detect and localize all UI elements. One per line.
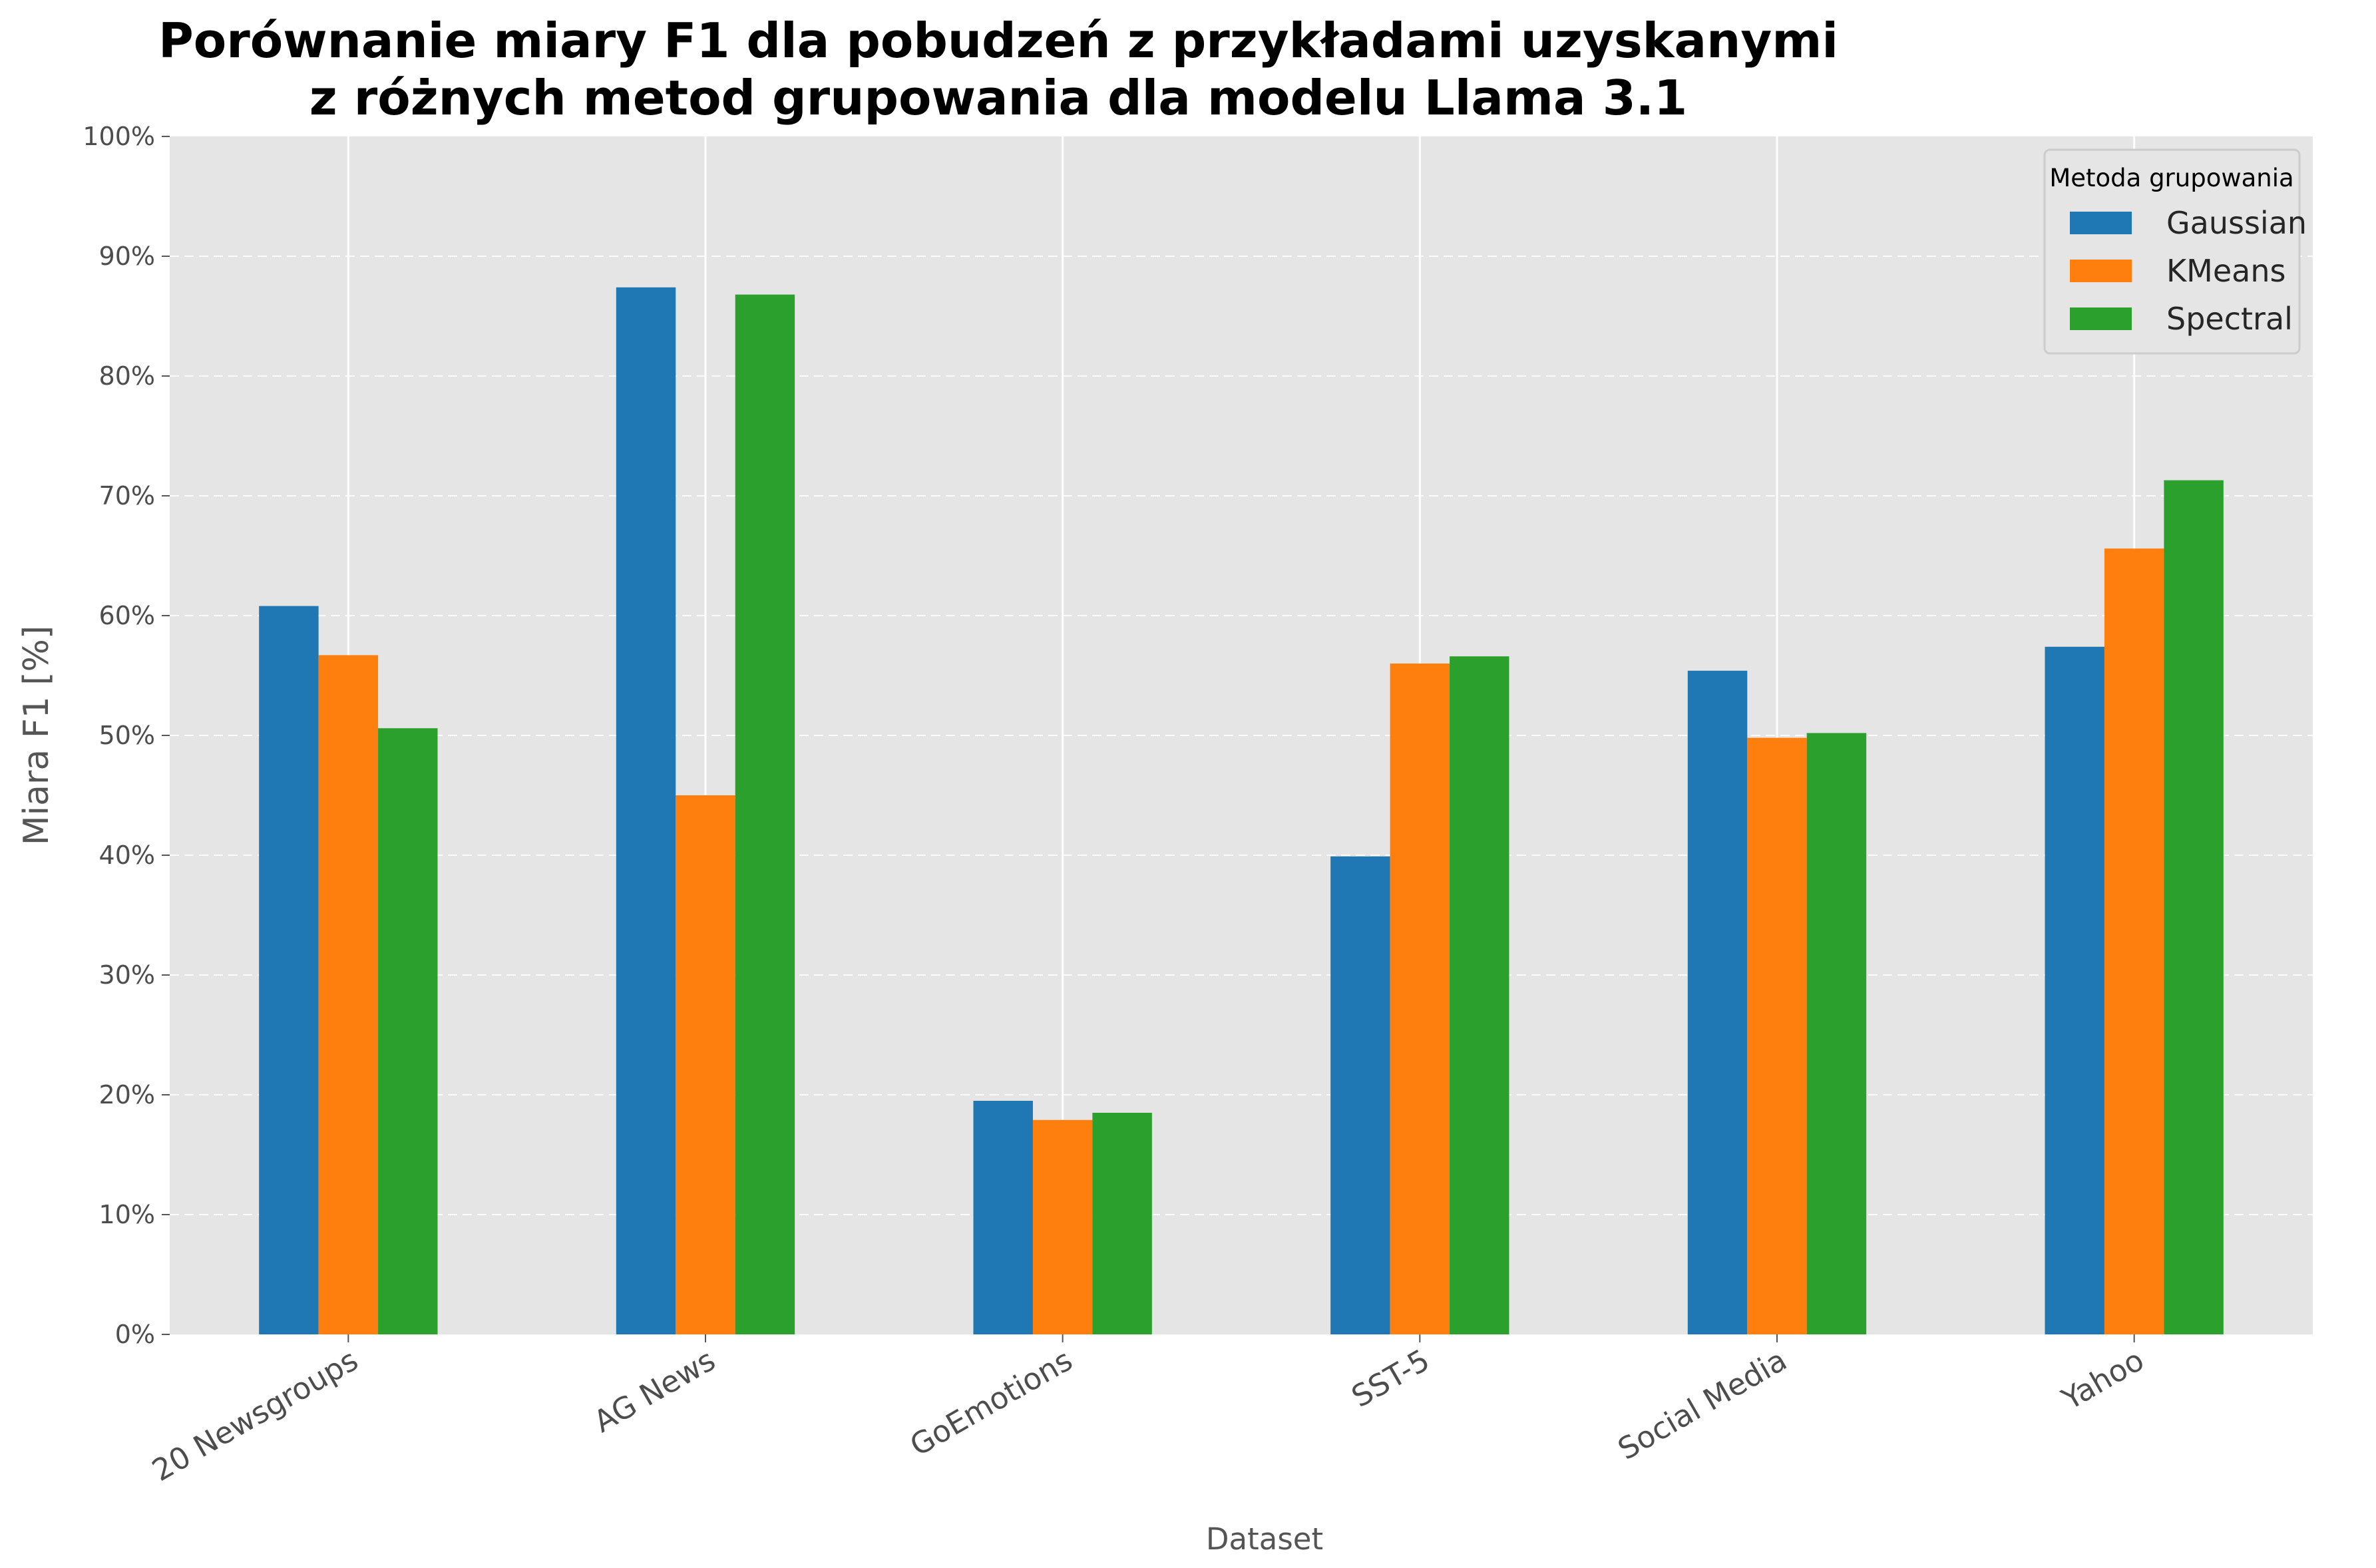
bar-spectral [1806,733,1867,1334]
bar-gaussian [259,606,319,1334]
y-tick-label: 90% [99,242,155,271]
legend-label-gaussian: Gaussian [2166,205,2307,241]
chart-title-line-1: Porównanie miary F1 dla pobudzeń z przyk… [158,13,1838,69]
bar-kmeans [318,655,379,1334]
legend-swatch-gaussian [2070,212,2132,234]
y-tick-label: 70% [99,481,155,510]
bar-gaussian [1687,670,1748,1334]
bar-spectral [2164,480,2224,1334]
y-tick-label: 60% [99,601,155,630]
legend-swatch-spectral [2070,307,2132,330]
bar-kmeans [1747,737,1807,1334]
bars [259,287,2224,1335]
y-axis-label: Miara F1 [%] [17,626,57,845]
bar-gaussian [1330,856,1390,1334]
y-tick-label: 0% [115,1320,155,1349]
y-tick-label: 80% [99,361,155,391]
y-tick-label: 50% [99,721,155,750]
bar-spectral [735,294,795,1335]
y-tick-label: 100% [83,122,155,151]
bar-kmeans [676,795,735,1334]
bar-spectral [1092,1113,1152,1334]
chart-title-line-2: z różnych metod grupowania dla modelu Ll… [309,70,1688,126]
bar-gaussian [616,287,676,1334]
bar-spectral [1450,656,1509,1334]
bar-kmeans [1032,1119,1093,1334]
y-tick-label: 30% [99,960,155,990]
y-tick-label: 20% [99,1080,155,1109]
y-tick-label: 10% [99,1200,155,1229]
legend-box [2043,148,2301,355]
bar-gaussian [2045,646,2104,1334]
legend: Metoda grupowania Gaussian KMeans Spectral [2043,148,2307,355]
x-axis-label: Dataset [1206,1521,1323,1557]
legend-label-kmeans: KMeans [2166,253,2285,289]
bar-gaussian [973,1101,1033,1334]
bar-kmeans [2104,548,2164,1335]
bar-kmeans [1390,664,1450,1334]
y-tick-label: 40% [99,841,155,870]
legend-title: Metoda grupowania [2049,164,2293,192]
legend-label-spectral: Spectral [2166,301,2293,337]
legend-swatch-kmeans [2070,260,2132,282]
bar-spectral [378,728,438,1334]
